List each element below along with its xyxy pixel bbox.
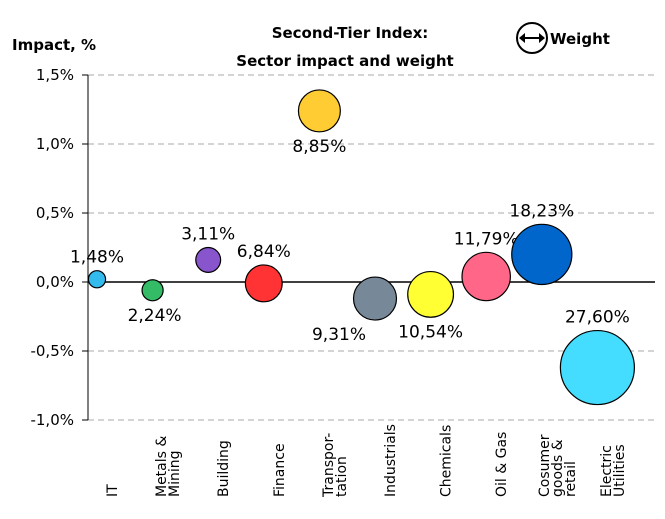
bubble [141,279,164,302]
x-tick-label: IT [105,484,121,497]
x-tick-label: Industrials [383,424,399,497]
data-label: 6,84% [237,242,291,262]
x-tick-label: retail [563,461,579,497]
data-label: 2,24% [128,306,182,326]
x-tick-label: Cosumer [537,434,553,497]
chart-title: Second-Tier Index: [272,24,429,42]
data-label: 11,79% [454,229,519,249]
y-tick-label: 0,5% [36,204,74,222]
bubble [87,270,107,289]
legend-icon [516,22,548,54]
x-tick-label: Chemicals [439,425,455,497]
y-tick-label: 1,0% [36,135,74,153]
x-tick-label: Finance [272,443,288,497]
bubble [352,276,398,321]
x-tick-label: Mining [167,451,183,498]
chart-subtitle: Sector impact and weight [236,52,453,70]
y-tick-label: 1,5% [36,66,74,84]
x-tick-label: goods & [550,439,566,497]
bubble [511,223,573,286]
legend-label: Weight [550,30,610,48]
x-tick-label: Metals & [154,436,170,497]
data-label: 27,60% [565,308,630,328]
bubble [244,264,283,303]
bubble [297,89,341,133]
data-label: 8,85% [292,137,346,157]
bubble [195,246,222,273]
x-tick-label: Oil & Gas [494,432,510,497]
data-label: 18,23% [509,201,574,221]
x-tick-label: Electric [599,445,615,497]
y-tick-label: -1,0% [30,411,74,429]
y-axis-label: Impact, % [12,36,96,54]
y-tick-label: -0,5% [30,342,74,360]
bubble [461,251,511,302]
data-label: 1,48% [70,248,124,268]
data-label: 9,31% [312,325,366,345]
bubble [407,270,455,318]
data-label: 10,54% [398,322,463,342]
x-tick-label: tation [334,456,350,497]
x-tick-label: Building [216,440,232,497]
bubble [559,329,636,406]
data-label: 3,11% [181,224,235,244]
y-tick-label: 0,0% [36,273,74,291]
x-tick-label: Utilities [612,444,628,497]
x-tick-label: Transpor- [321,433,337,498]
